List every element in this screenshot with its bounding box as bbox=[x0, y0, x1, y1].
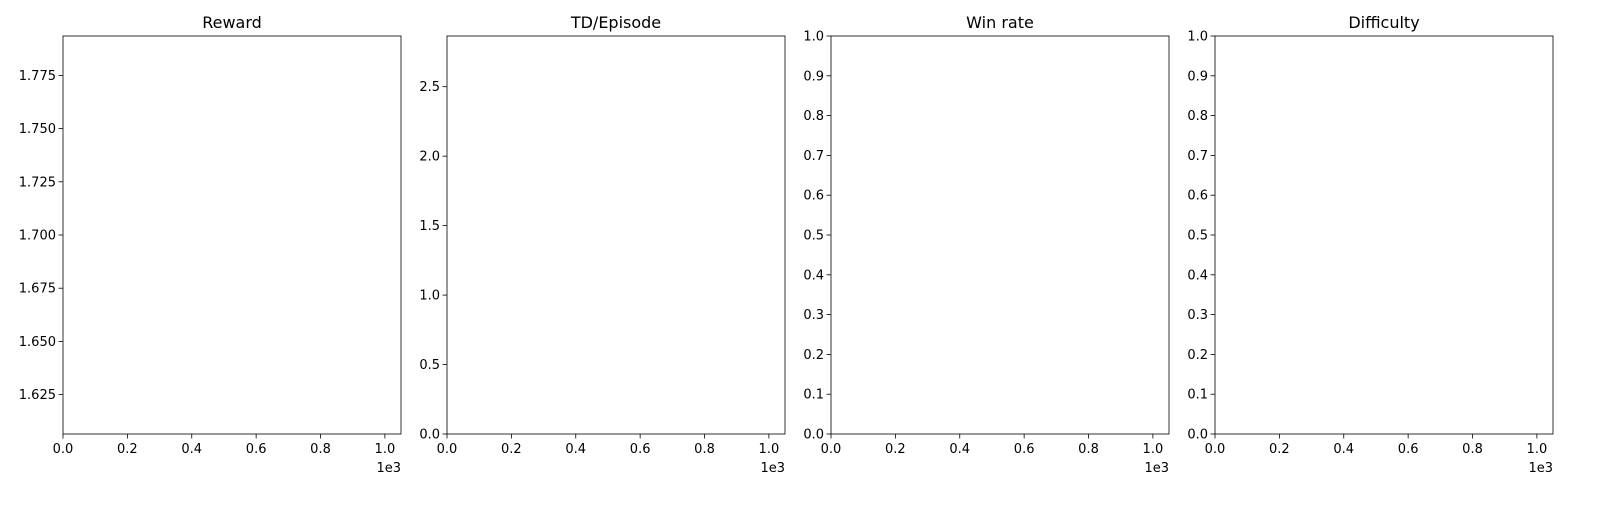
y-tick-label: 0.4 bbox=[1187, 268, 1208, 283]
axes-frame bbox=[830, 35, 1170, 435]
y-tick-label: 0.7 bbox=[803, 149, 824, 164]
x-tick-label: 0.4 bbox=[1333, 442, 1354, 457]
x-tick-label: 0.0 bbox=[53, 442, 74, 457]
y-tick-label: 0.7 bbox=[1187, 149, 1208, 164]
y-tick-label: 1.675 bbox=[19, 282, 56, 297]
subplot-1: Reward 0.0 0.2 0.4 0.6 0.8 1.0 1e3 1.625 1.650 1.6… bbox=[19, 13, 402, 476]
x-tick-label: 0.4 bbox=[949, 442, 970, 457]
x-tick-label: 0.0 bbox=[1205, 442, 1226, 457]
x-tick-label: 1.0 bbox=[759, 442, 780, 457]
y-tick-label: 1.775 bbox=[19, 69, 56, 84]
y-tick-label: 0.6 bbox=[803, 189, 824, 204]
x-tick-label: 1.0 bbox=[1143, 442, 1164, 457]
y-tick-label: 0.4 bbox=[803, 268, 824, 283]
subplot-4: Difficulty 0.0 0.2 0.4 0.6 0.8 1.0 1e3 0.0 0.1 0.2… bbox=[1187, 13, 1554, 476]
y-tick-label: 0.1 bbox=[803, 388, 824, 403]
axes-frame bbox=[446, 35, 786, 435]
y-tick-label: 0.1 bbox=[1187, 388, 1208, 403]
y-tick-label: 0.0 bbox=[803, 428, 824, 443]
x-tick-label: 1.0 bbox=[375, 442, 396, 457]
y-tick-label: 0.8 bbox=[1187, 109, 1208, 124]
subplot-title: TD/Episode bbox=[570, 13, 661, 32]
subplot-3: Win rate 0.0 0.2 0.4 0.6 0.8 1.0 1e3 0.0 0.1 0.2 0.… bbox=[803, 13, 1170, 476]
x-tick-label: 0.0 bbox=[821, 442, 842, 457]
y-tick-label: 1.0 bbox=[419, 289, 440, 304]
y-tick-label: 1.5 bbox=[419, 219, 440, 234]
axes-frame bbox=[1214, 35, 1554, 435]
y-tick-label: 2.0 bbox=[419, 150, 440, 165]
y-tick-label: 0.5 bbox=[803, 229, 824, 244]
axes-frame bbox=[62, 35, 402, 435]
y-tick-label: 0.3 bbox=[1187, 308, 1208, 323]
x-offset-label: 1e3 bbox=[1144, 461, 1169, 476]
y-tick-label: 0.0 bbox=[419, 428, 440, 443]
subplot-title: Difficulty bbox=[1348, 13, 1419, 32]
y-tick-label: 0.5 bbox=[1187, 229, 1208, 244]
y-tick-label: 0.9 bbox=[1187, 69, 1208, 84]
x-tick-label: 0.2 bbox=[501, 442, 522, 457]
y-tick-label: 0.5 bbox=[419, 358, 440, 373]
y-tick-label: 1.725 bbox=[19, 175, 56, 190]
x-tick-label: 0.8 bbox=[310, 442, 331, 457]
x-tick-label: 0.2 bbox=[1269, 442, 1290, 457]
x-tick-label: 0.6 bbox=[246, 442, 267, 457]
y-tick-label: 2.5 bbox=[419, 80, 440, 95]
y-tick-label: 1.650 bbox=[19, 335, 56, 350]
subplot-title: Reward bbox=[202, 13, 262, 32]
y-tick-label: 0.6 bbox=[1187, 189, 1208, 204]
subplot-title: Win rate bbox=[966, 13, 1034, 32]
x-tick-label: 0.4 bbox=[565, 442, 586, 457]
x-tick-label: 1.0 bbox=[1527, 442, 1548, 457]
y-tick-label: 0.8 bbox=[803, 109, 824, 124]
y-tick-label: 1.700 bbox=[19, 229, 56, 244]
y-tick-label: 0.9 bbox=[803, 69, 824, 84]
x-tick-label: 0.2 bbox=[117, 442, 138, 457]
y-tick-label: 1.0 bbox=[1187, 30, 1208, 45]
x-tick-label: 0.6 bbox=[630, 442, 651, 457]
x-tick-label: 0.6 bbox=[1014, 442, 1035, 457]
x-offset-label: 1e3 bbox=[760, 461, 785, 476]
y-tick-label: 0.2 bbox=[803, 348, 824, 363]
y-tick-label: 0.3 bbox=[803, 308, 824, 323]
x-tick-label: 0.0 bbox=[437, 442, 458, 457]
x-offset-label: 1e3 bbox=[376, 461, 401, 476]
y-tick-label: 1.0 bbox=[803, 30, 824, 45]
x-tick-label: 0.8 bbox=[1462, 442, 1483, 457]
x-tick-label: 0.8 bbox=[694, 442, 715, 457]
x-tick-label: 0.8 bbox=[1078, 442, 1099, 457]
y-tick-label: 1.625 bbox=[19, 388, 56, 403]
subplot-2: TD/Episode 0.0 0.2 0.4 0.6 0.8 1.0 1e3 0.0 0.5 1.0… bbox=[419, 13, 786, 476]
y-tick-label: 1.750 bbox=[19, 122, 56, 137]
y-tick-label: 0.2 bbox=[1187, 348, 1208, 363]
y-tick-label: 0.0 bbox=[1187, 428, 1208, 443]
x-tick-label: 0.2 bbox=[885, 442, 906, 457]
x-offset-label: 1e3 bbox=[1528, 461, 1553, 476]
x-tick-label: 0.4 bbox=[181, 442, 202, 457]
x-tick-label: 0.6 bbox=[1398, 442, 1419, 457]
